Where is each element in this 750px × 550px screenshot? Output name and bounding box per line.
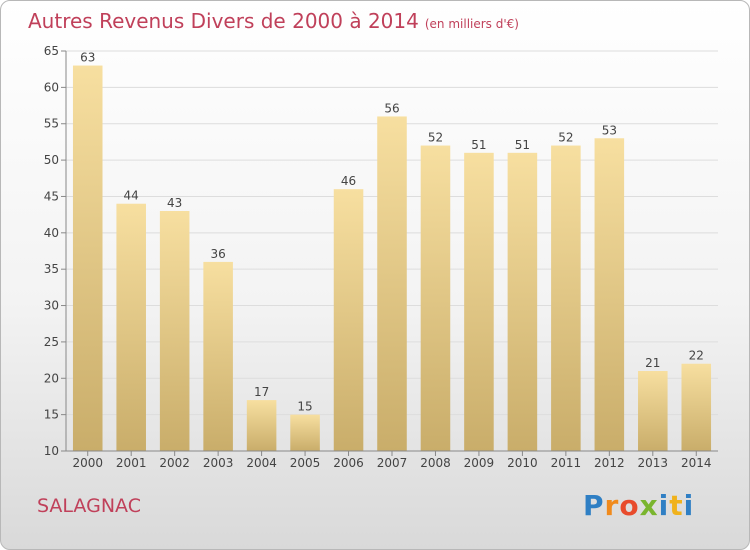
y-tick-label: 15 [44, 408, 59, 422]
y-tick-label: 65 [44, 44, 59, 58]
x-tick-label: 2013 [638, 456, 669, 470]
bar-value-label: 56 [384, 101, 399, 115]
bar [72, 65, 103, 451]
bar-value-label: 43 [167, 196, 182, 210]
axes: 10 15 20 25 30 35 40 45 50 55 60 65 2000 2001 2002 2003… [44, 44, 718, 470]
bar [464, 152, 494, 451]
bar-value-label: 22 [689, 349, 704, 363]
x-tick-label: 2008 [420, 456, 451, 470]
x-tick-label: 2012 [594, 456, 625, 470]
proxiti-logo: Proxiti [583, 489, 695, 522]
y-tick-label: 35 [44, 262, 59, 276]
bar-value-label: 17 [254, 385, 269, 399]
bar-value-label: 51 [515, 138, 530, 152]
bar [377, 116, 407, 452]
bar [333, 189, 364, 451]
bar [420, 145, 451, 451]
bar-value-label: 46 [341, 174, 356, 188]
y-tick-label: 20 [44, 371, 59, 385]
bar-value-label: 63 [80, 51, 95, 65]
y-tick-label: 45 [44, 189, 59, 203]
y-tick-label: 25 [44, 335, 59, 349]
x-tick-label: 2014 [681, 456, 712, 470]
x-tick-label: 2011 [551, 456, 582, 470]
chart-subtitle: (en milliers d'€) [424, 17, 519, 31]
bar [159, 211, 190, 451]
bar-value-label: 52 [428, 131, 443, 145]
bar-value-label: 21 [645, 356, 660, 370]
y-tick-label: 30 [44, 299, 59, 313]
bars: 63 44 43 36 17 15 46 56 52 51 51 52 53 21 22 [72, 51, 712, 452]
y-tick-label: 50 [44, 153, 59, 167]
x-tick-label: 2004 [246, 456, 277, 470]
bar-value-label: 36 [210, 247, 225, 261]
y-tick-label: 40 [44, 226, 59, 240]
y-tick-label: 55 [44, 117, 59, 131]
y-tick-label: 10 [44, 444, 59, 458]
chart-title: Autres Revenus Divers de 2000 à 2014 (en … [28, 9, 519, 33]
bar [116, 203, 146, 451]
bar-value-label: 44 [124, 189, 139, 203]
bar [681, 363, 712, 451]
x-tick-label: 2005 [290, 456, 321, 470]
bar [507, 152, 538, 451]
bar-value-label: 52 [558, 131, 573, 145]
x-tick-label: 2001 [116, 456, 147, 470]
x-tick-label: 2003 [203, 456, 234, 470]
bar [594, 138, 625, 452]
commune-name: SALAGNAC [37, 495, 141, 517]
x-tick-label: 2010 [507, 456, 538, 470]
x-tick-label: 2007 [377, 456, 408, 470]
chart-title-text: Autres Revenus Divers de 2000 à 2014 [28, 9, 419, 33]
bar [638, 371, 668, 451]
x-tick-label: 2009 [464, 456, 495, 470]
y-tick-label: 60 [44, 80, 59, 94]
x-tick-label: 2006 [333, 456, 364, 470]
bar [551, 145, 581, 451]
bar [290, 414, 320, 451]
bar-value-label: 51 [471, 138, 486, 152]
x-tick-label: 2000 [72, 456, 103, 470]
bar-value-label: 15 [297, 400, 312, 414]
bar [203, 261, 233, 451]
x-tick-label: 2002 [159, 456, 190, 470]
bar [246, 400, 277, 451]
bar-value-label: 53 [602, 123, 617, 137]
